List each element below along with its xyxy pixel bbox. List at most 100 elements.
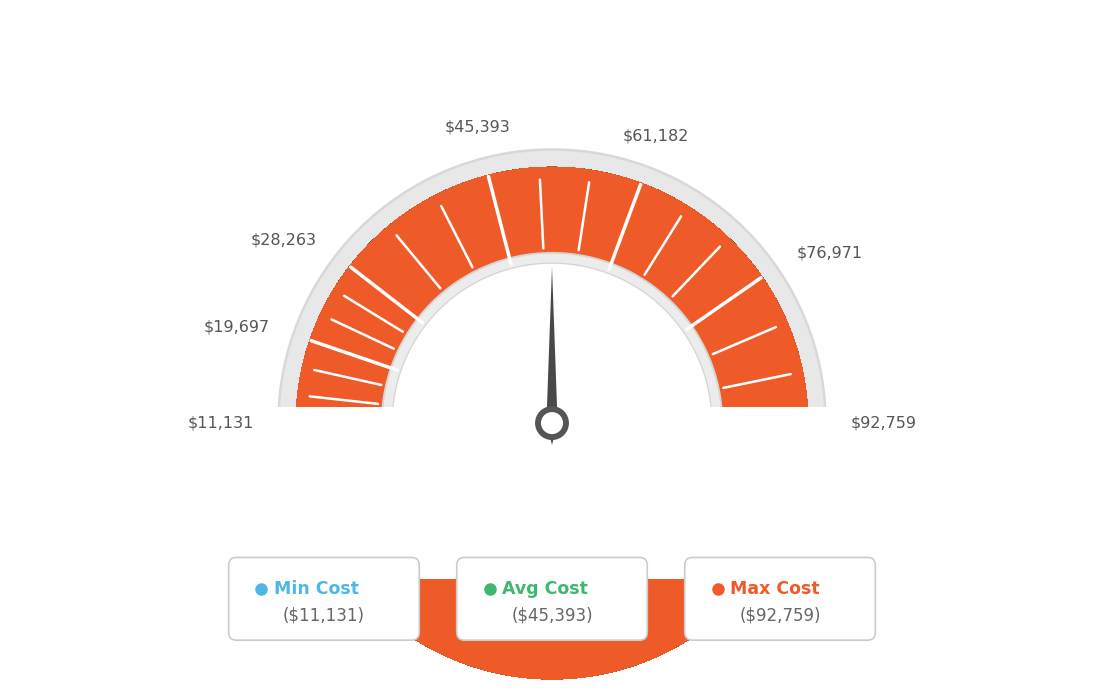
Wedge shape	[296, 167, 808, 679]
Wedge shape	[296, 167, 808, 679]
Wedge shape	[296, 167, 808, 679]
Wedge shape	[296, 167, 808, 679]
Wedge shape	[296, 167, 808, 679]
Text: $11,131: $11,131	[188, 415, 254, 431]
Wedge shape	[296, 167, 808, 679]
Wedge shape	[296, 167, 808, 679]
Wedge shape	[296, 167, 808, 679]
Wedge shape	[296, 167, 808, 679]
Wedge shape	[296, 167, 808, 679]
Wedge shape	[296, 167, 808, 679]
Wedge shape	[296, 167, 808, 679]
Wedge shape	[296, 167, 808, 679]
Wedge shape	[296, 167, 808, 679]
Wedge shape	[296, 167, 808, 679]
Wedge shape	[296, 167, 808, 679]
Wedge shape	[381, 252, 723, 423]
Wedge shape	[296, 167, 808, 679]
Wedge shape	[296, 167, 808, 679]
Wedge shape	[296, 167, 808, 679]
Wedge shape	[296, 167, 808, 679]
Wedge shape	[296, 167, 808, 679]
Wedge shape	[296, 167, 808, 679]
Wedge shape	[296, 167, 808, 679]
Wedge shape	[296, 167, 808, 679]
Wedge shape	[296, 167, 808, 679]
Wedge shape	[296, 167, 808, 679]
Wedge shape	[296, 167, 808, 679]
Wedge shape	[296, 167, 808, 679]
Wedge shape	[296, 167, 808, 679]
Wedge shape	[296, 167, 808, 679]
Text: Avg Cost: Avg Cost	[502, 580, 588, 598]
Wedge shape	[296, 167, 808, 679]
Wedge shape	[296, 167, 808, 679]
Wedge shape	[296, 167, 808, 679]
Wedge shape	[296, 167, 808, 679]
Wedge shape	[296, 167, 808, 679]
Wedge shape	[296, 167, 808, 679]
Wedge shape	[296, 167, 808, 679]
Wedge shape	[296, 167, 808, 679]
Wedge shape	[296, 167, 808, 679]
Wedge shape	[296, 167, 808, 679]
Wedge shape	[296, 167, 808, 679]
Wedge shape	[296, 167, 808, 679]
Wedge shape	[296, 167, 808, 679]
Wedge shape	[296, 167, 808, 679]
Wedge shape	[296, 167, 808, 679]
Text: $28,263: $28,263	[251, 233, 316, 248]
Wedge shape	[296, 167, 808, 679]
Wedge shape	[296, 167, 808, 679]
Wedge shape	[296, 167, 808, 679]
Wedge shape	[296, 167, 808, 679]
Wedge shape	[296, 167, 808, 679]
Wedge shape	[296, 167, 808, 679]
Wedge shape	[296, 167, 808, 679]
Wedge shape	[296, 167, 808, 679]
Wedge shape	[296, 167, 808, 679]
Wedge shape	[296, 167, 808, 679]
Wedge shape	[296, 167, 808, 679]
Wedge shape	[296, 167, 808, 679]
Wedge shape	[296, 167, 808, 679]
Wedge shape	[296, 167, 808, 679]
Wedge shape	[296, 167, 808, 679]
Wedge shape	[296, 167, 808, 679]
Wedge shape	[296, 167, 808, 679]
Wedge shape	[296, 167, 808, 679]
Wedge shape	[296, 167, 808, 679]
Wedge shape	[296, 167, 808, 679]
Wedge shape	[296, 167, 808, 679]
Wedge shape	[296, 167, 808, 679]
Wedge shape	[296, 167, 808, 679]
Wedge shape	[296, 167, 808, 679]
Wedge shape	[296, 167, 808, 679]
Wedge shape	[296, 167, 808, 679]
Wedge shape	[296, 167, 808, 679]
Wedge shape	[296, 167, 808, 679]
Wedge shape	[296, 167, 808, 679]
FancyBboxPatch shape	[457, 558, 647, 640]
Wedge shape	[296, 167, 808, 679]
Wedge shape	[296, 167, 808, 679]
Wedge shape	[296, 167, 808, 679]
Wedge shape	[296, 167, 808, 679]
Wedge shape	[296, 167, 808, 679]
Wedge shape	[296, 167, 808, 679]
Wedge shape	[296, 167, 808, 679]
Wedge shape	[296, 167, 808, 679]
Wedge shape	[296, 167, 808, 679]
Wedge shape	[296, 167, 808, 679]
Wedge shape	[296, 167, 808, 679]
Wedge shape	[296, 167, 808, 679]
Wedge shape	[296, 167, 808, 679]
Wedge shape	[296, 167, 808, 679]
Wedge shape	[296, 167, 808, 679]
Wedge shape	[296, 167, 808, 679]
Wedge shape	[296, 167, 808, 679]
Wedge shape	[296, 167, 808, 679]
Wedge shape	[296, 167, 808, 679]
Wedge shape	[296, 167, 808, 679]
Wedge shape	[393, 264, 711, 423]
